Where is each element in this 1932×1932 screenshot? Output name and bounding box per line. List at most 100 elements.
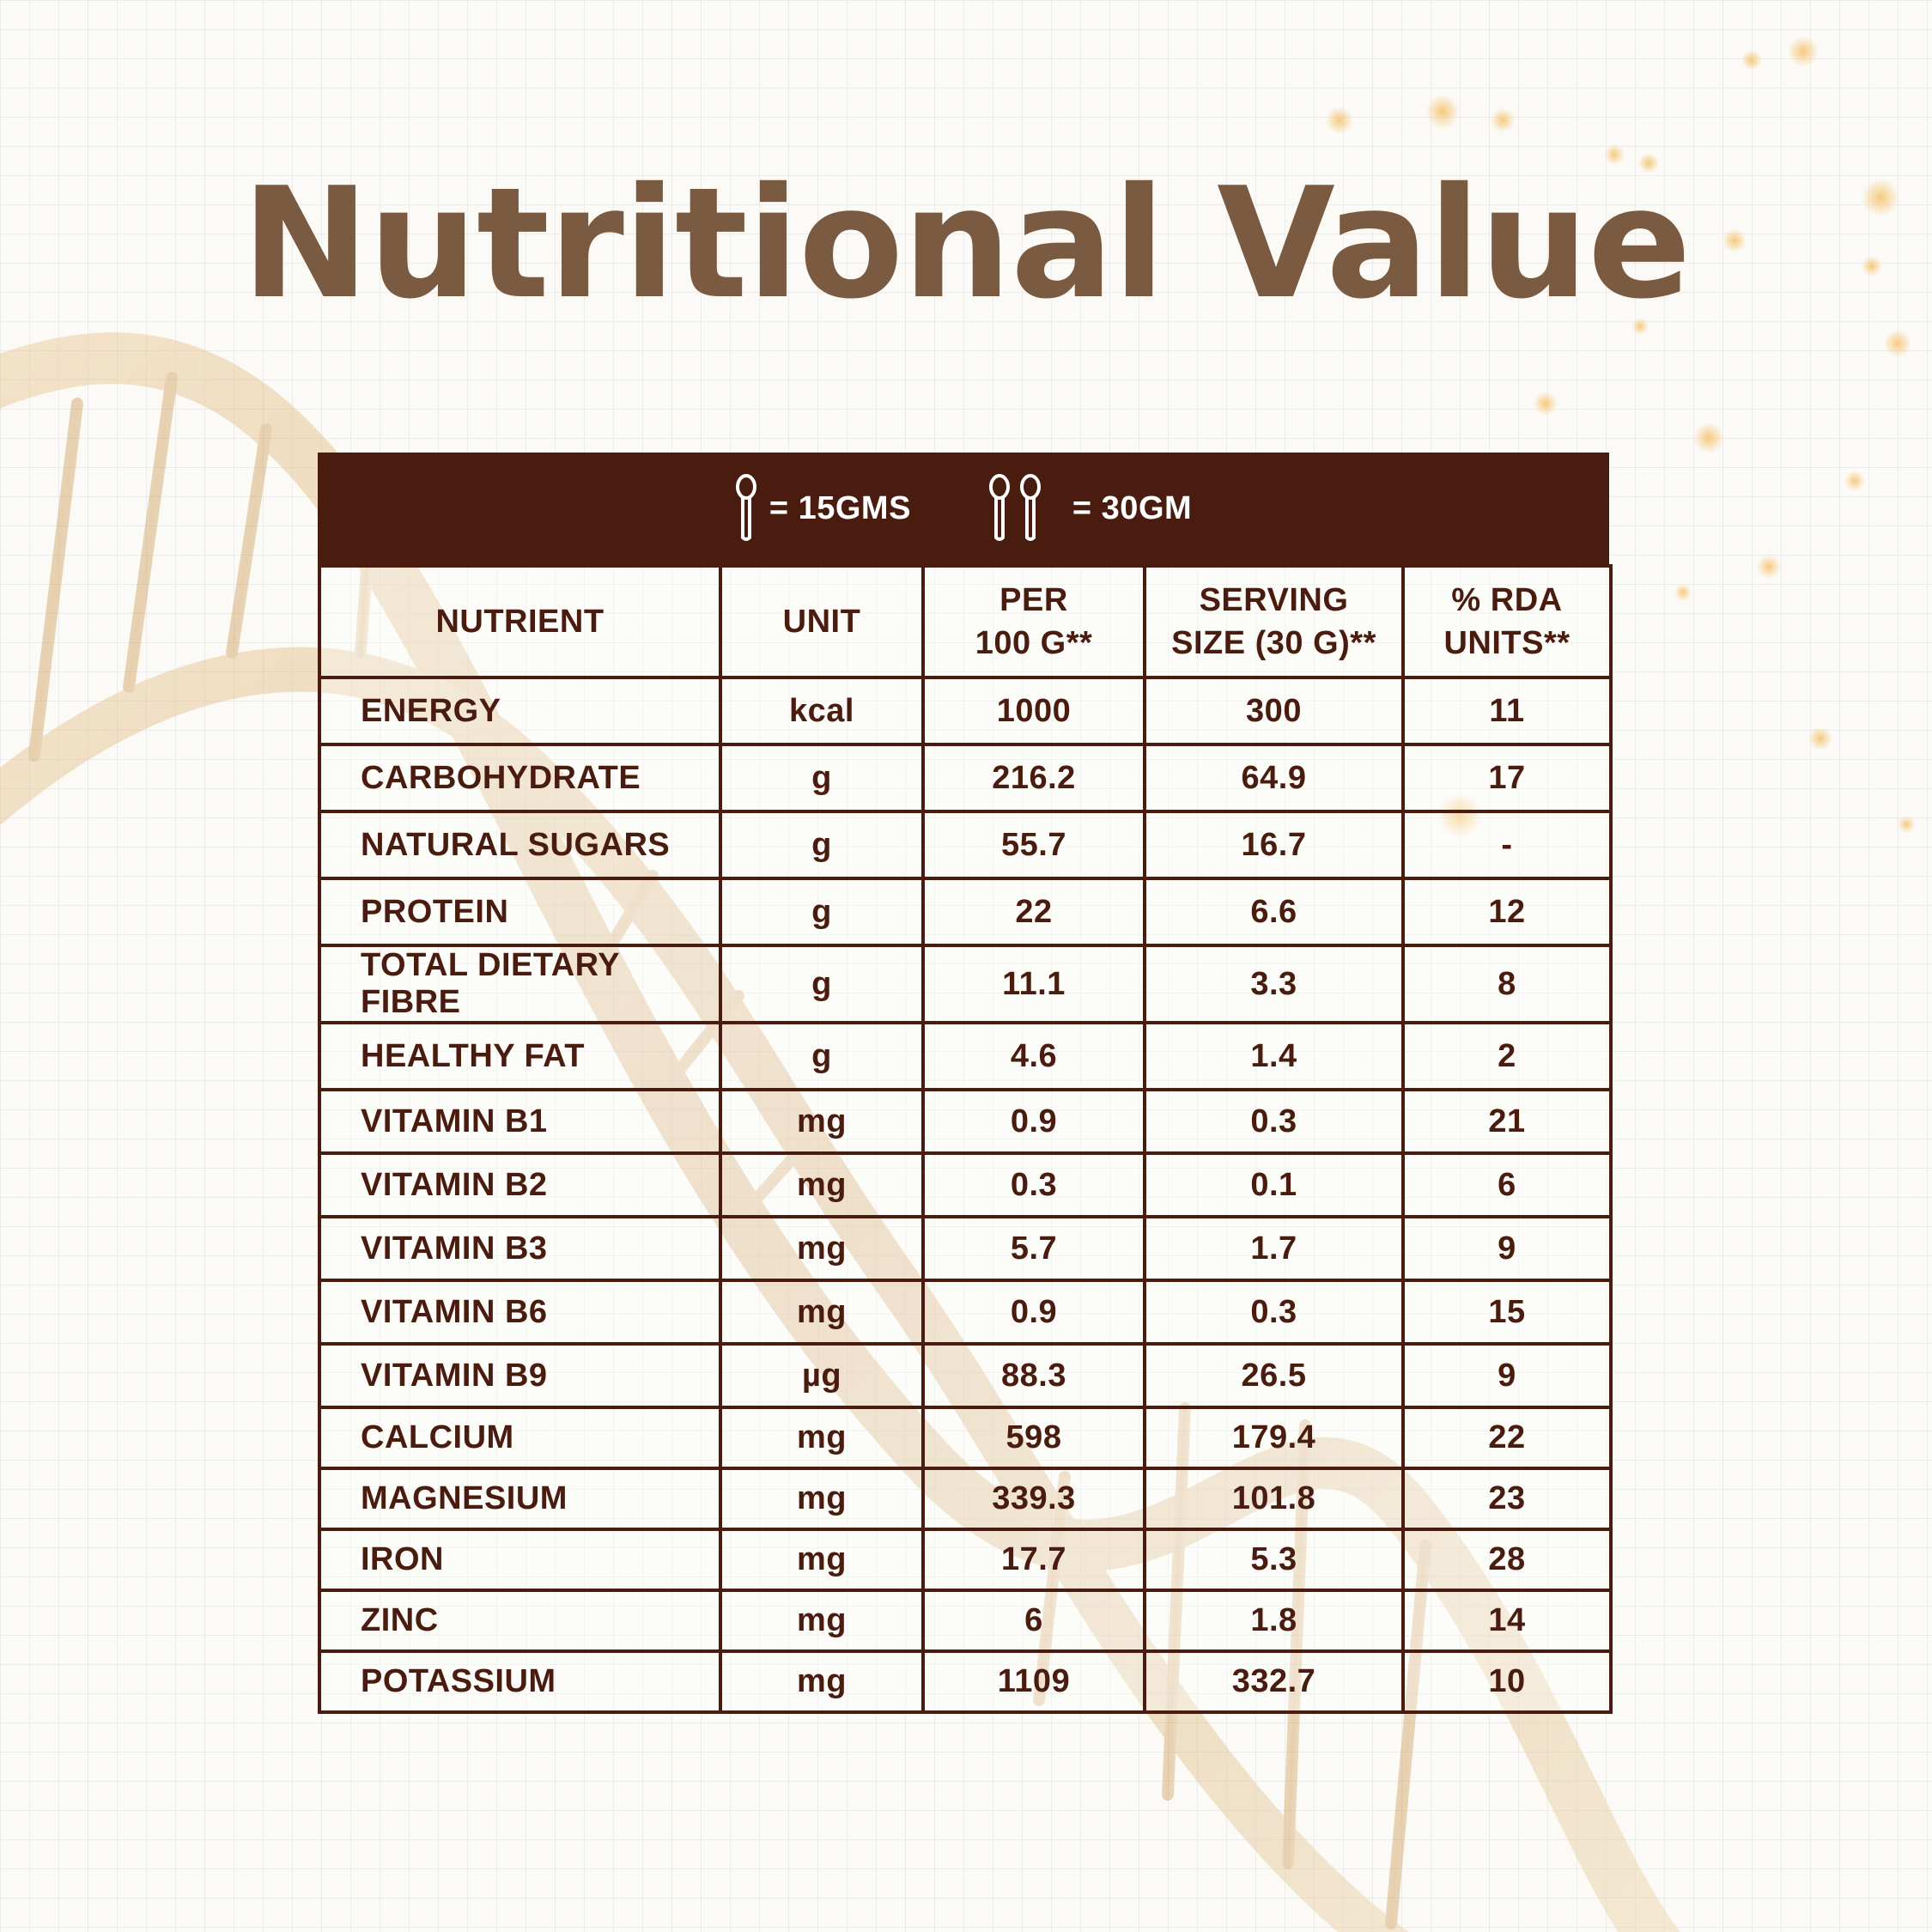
per-100g-cell: 17.7: [921, 1528, 1146, 1592]
rda-cell: 12: [1401, 877, 1613, 947]
table-row: ZINC mg 6 1.8 14: [318, 1589, 1613, 1653]
table-row: MAGNESIUM mg 339.3 101.8 23: [318, 1467, 1613, 1531]
per-100g-cell: 22: [921, 877, 1146, 947]
nutrient-name: NATURAL SUGARS: [318, 810, 722, 880]
header-serving-size: SERVING SIZE (30 G)**: [1143, 564, 1405, 679]
per-100g-cell: 6: [921, 1589, 1146, 1653]
nutrient-name: VITAMIN B3: [318, 1215, 722, 1282]
serving-cell: 26.5: [1143, 1342, 1405, 1409]
per-100g-cell: 4.6: [921, 1021, 1146, 1091]
rda-cell: 2: [1401, 1021, 1613, 1091]
serving-cell: 5.3: [1143, 1528, 1405, 1592]
unit-cell: mg: [719, 1467, 925, 1531]
rda-cell: 8: [1401, 944, 1613, 1024]
unit-cell: g: [719, 877, 925, 947]
table-row: VITAMIN B3 mg 5.7 1.7 9: [318, 1215, 1613, 1282]
rda-cell: 10: [1401, 1649, 1613, 1714]
legend-one-spoon: = 15GMS: [735, 474, 911, 543]
header-unit: UNIT: [719, 564, 925, 679]
per-100g-cell: 1000: [921, 676, 1146, 746]
rda-cell: 11: [1401, 676, 1613, 746]
unit-cell: mg: [719, 1279, 925, 1346]
nutrition-table-container: = 15GMS = 30GM NUTRIENT UNIT: [318, 453, 1613, 1714]
per-100g-cell: 55.7: [921, 810, 1146, 880]
nutrient-name: VITAMIN B2: [318, 1151, 722, 1218]
serving-cell: 179.4: [1143, 1406, 1405, 1470]
per-100g-cell: 88.3: [921, 1342, 1146, 1409]
legend-two-spoons: = 30GM: [988, 474, 1192, 543]
table-row: PROTEIN g 22 6.6 12: [318, 877, 1613, 947]
table-row: ENERGY kcal 1000 300 11: [318, 676, 1613, 746]
nutrition-table: NUTRIENT UNIT PER 100 G** SERVING SIZE (30…: [318, 564, 1613, 1714]
rda-cell: 28: [1401, 1528, 1613, 1592]
unit-cell: mg: [719, 1151, 925, 1218]
nutrient-name: CALCIUM: [318, 1406, 722, 1470]
nutrient-name: POTASSIUM: [318, 1649, 722, 1714]
table-row: VITAMIN B1 mg 0.9 0.3 21: [318, 1088, 1613, 1155]
unit-cell: mg: [719, 1528, 925, 1592]
per-100g-cell: 1109: [921, 1649, 1146, 1714]
table-row: VITAMIN B2 mg 0.3 0.1 6: [318, 1151, 1613, 1218]
serving-cell: 6.6: [1143, 877, 1405, 947]
legend-two-spoons-label: = 30GM: [1072, 489, 1193, 526]
per-100g-cell: 11.1: [921, 944, 1146, 1024]
nutrient-name: CARBOHYDRATE: [318, 743, 722, 813]
nutrient-name: TOTAL DIETARY FIBRE: [318, 944, 722, 1024]
serving-cell: 1.8: [1143, 1589, 1405, 1653]
rda-cell: 9: [1401, 1342, 1613, 1409]
serving-cell: 332.7: [1143, 1649, 1405, 1714]
per-100g-cell: 216.2: [921, 743, 1146, 813]
per-100g-cell: 339.3: [921, 1467, 1146, 1531]
per-100g-cell: 0.9: [921, 1088, 1146, 1155]
table-row: CALCIUM mg 598 179.4 22: [318, 1406, 1613, 1470]
serving-cell: 101.8: [1143, 1467, 1405, 1531]
unit-cell: kcal: [719, 676, 925, 746]
table-row: VITAMIN B9 µg 88.3 26.5 9: [318, 1342, 1613, 1409]
rda-cell: 6: [1401, 1151, 1613, 1218]
serving-cell: 0.3: [1143, 1088, 1405, 1155]
page-title: Nutritional Value: [241, 155, 1691, 332]
nutrient-name: HEALTHY FAT: [318, 1021, 722, 1091]
spoon-icon: [988, 474, 1010, 541]
rda-cell: -: [1401, 810, 1613, 880]
unit-cell: mg: [719, 1406, 925, 1470]
unit-cell: mg: [719, 1649, 925, 1714]
table-row: NATURAL SUGARS g 55.7 16.7-: [318, 810, 1613, 880]
serving-cell: 64.9: [1143, 743, 1405, 813]
unit-cell: g: [719, 944, 925, 1024]
legend-one-spoon-label: = 15GMS: [769, 489, 911, 526]
rda-cell: 22: [1401, 1406, 1613, 1470]
spoon-icon: [1019, 474, 1041, 541]
table-row: VITAMIN B6 mg 0.9 0.3 15: [318, 1279, 1613, 1346]
serving-legend: = 15GMS = 30GM: [318, 453, 1609, 564]
rda-cell: 17: [1401, 743, 1613, 813]
serving-cell: 3.3: [1143, 944, 1405, 1024]
per-100g-cell: 5.7: [921, 1215, 1146, 1282]
rda-cell: 15: [1401, 1279, 1613, 1346]
header-per-100g: PER 100 G**: [921, 564, 1146, 679]
table-row: TOTAL DIETARY FIBRE g 11.1 3.3 8: [318, 944, 1613, 1024]
unit-cell: g: [719, 1021, 925, 1091]
table-row: POTASSIUM mg 1109 332.7 10: [318, 1649, 1613, 1714]
unit-cell: mg: [719, 1088, 925, 1155]
serving-cell: 0.1: [1143, 1151, 1405, 1218]
unit-cell: g: [719, 810, 925, 880]
unit-cell: µg: [719, 1342, 925, 1409]
unit-cell: mg: [719, 1589, 925, 1653]
nutrient-name: VITAMIN B1: [318, 1088, 722, 1155]
nutrient-name: ENERGY: [318, 676, 722, 746]
table-header-row: NUTRIENT UNIT PER 100 G** SERVING SIZE (30…: [318, 564, 1613, 679]
spoon-icon: [735, 474, 756, 541]
header-nutrient: NUTRIENT: [318, 564, 722, 679]
nutrient-name: PROTEIN: [318, 877, 722, 947]
table-row: IRON mg 17.7 5.3 28: [318, 1528, 1613, 1592]
table-row: CARBOHYDRATE g 216.2 64.9 17: [318, 743, 1613, 813]
serving-cell: 300: [1143, 676, 1405, 746]
header-rda: % RDA UNITS**: [1401, 564, 1613, 679]
per-100g-cell: 0.9: [921, 1279, 1146, 1346]
serving-cell: 0.3: [1143, 1279, 1405, 1346]
nutrient-name: IRON: [318, 1528, 722, 1592]
rda-cell: 9: [1401, 1215, 1613, 1282]
serving-cell: 16.7: [1143, 810, 1405, 880]
table-row: HEALTHY FAT g 4.6 1.4 2: [318, 1021, 1613, 1091]
